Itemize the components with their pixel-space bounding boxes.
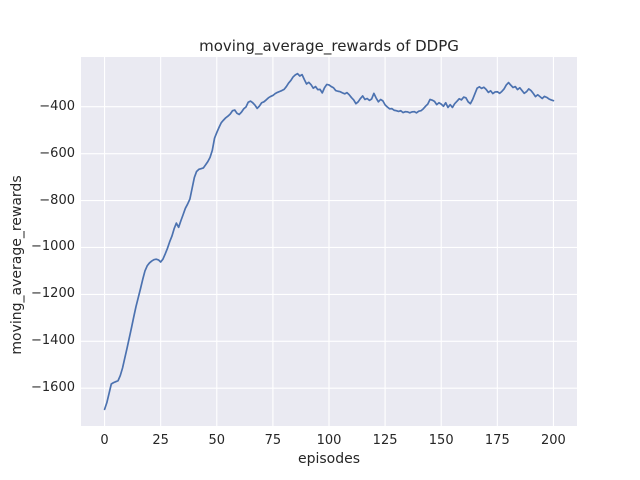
y-tick-label: −1400 (31, 333, 75, 349)
x-tick-label: 175 (484, 433, 510, 448)
x-axis-label: episodes (297, 451, 361, 467)
x-tick-label: 0 (100, 433, 109, 448)
y-axis-label: moving_average_rewards (9, 175, 25, 355)
y-tick-label: −1600 (31, 379, 75, 395)
x-tick-label: 75 (264, 433, 282, 448)
x-tick-label: 125 (372, 433, 398, 448)
chart-title: moving_average_rewards of DDPG (199, 37, 459, 55)
x-tick-label: 200 (541, 433, 566, 448)
x-tick-label: 100 (316, 433, 342, 448)
series-line (103, 72, 555, 411)
y-tick-label: −400 (39, 98, 75, 114)
y-tick-label: −1200 (31, 286, 75, 302)
y-tick-label: −800 (39, 192, 75, 208)
y-tick-label: −600 (39, 145, 75, 161)
y-tick-label: −1000 (31, 239, 75, 255)
x-tick-label: 50 (208, 433, 226, 448)
x-tick-label: 25 (152, 433, 169, 448)
x-tick-label: 150 (428, 433, 454, 448)
